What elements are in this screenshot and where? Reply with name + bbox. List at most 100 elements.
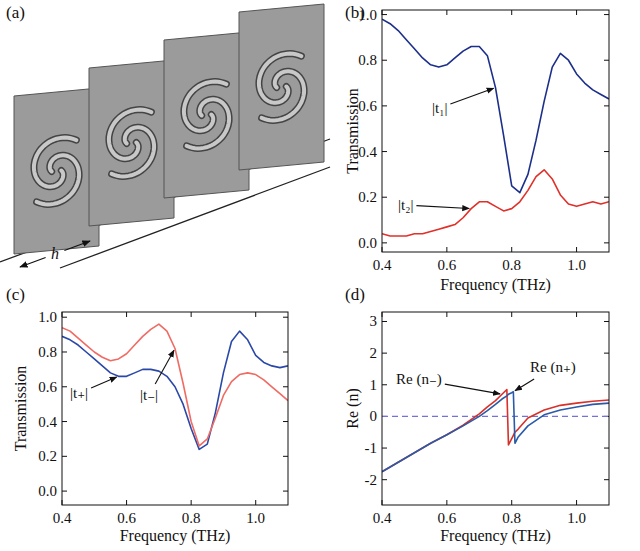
x-tick: [126, 500, 127, 505]
y-tick-label: 0.2: [358, 189, 377, 205]
x-tick-label: 0.4: [373, 510, 392, 526]
y-tick-right: [604, 479, 609, 480]
series-line: [382, 390, 609, 472]
y-tick: [382, 105, 387, 106]
chart-panel: (d)0.40.60.81.0-2-10123Frequency (THz)Re…: [344, 285, 610, 545]
figure: (a)h(b)0.40.60.81.00.00.20.40.60.81.0Fre…: [0, 0, 640, 551]
spacing-label: h: [51, 245, 59, 262]
x-tick-label: 1.0: [567, 257, 586, 273]
x-tick-label: 0.8: [502, 257, 521, 273]
y-tick-right: [604, 384, 609, 385]
y-tick-right: [604, 105, 609, 106]
y-tick: [62, 317, 67, 318]
x-tick: [191, 500, 192, 505]
x-tick-label: 0.8: [182, 510, 201, 526]
x-tick: [446, 247, 447, 252]
spiral-arm: [37, 155, 80, 204]
x-tick: [511, 247, 512, 252]
x-tick-top: [576, 10, 577, 15]
x-tick-label: 1.0: [567, 510, 586, 526]
x-tick-label: 0.6: [437, 257, 456, 273]
plot-area: [382, 390, 609, 472]
plot-area: [382, 19, 609, 236]
reference-line: [382, 416, 609, 417]
layer-plate: [89, 60, 174, 226]
y-tick-right: [604, 60, 609, 61]
y-tick-right: [604, 448, 609, 449]
layer-plate: [14, 88, 99, 254]
layer-plate: [239, 4, 324, 170]
spiral-arm: [112, 127, 155, 176]
y-tick: [62, 456, 67, 457]
y-tick: [382, 479, 387, 480]
plot-frame: [382, 312, 609, 505]
x-tick: [511, 500, 512, 505]
x-tick-label: 0.4: [53, 510, 72, 526]
x-tick: [446, 500, 447, 505]
x-tick-label: 0.6: [437, 510, 456, 526]
layer-plate: [164, 32, 249, 198]
chart-panel: (b)0.40.60.81.00.00.20.40.60.81.0Frequen…: [344, 3, 610, 294]
panel-label: (a): [6, 3, 25, 22]
y-tick: [382, 151, 387, 152]
spiral-arm-outline: [112, 127, 155, 176]
y-tick-right: [604, 353, 609, 354]
spiral-arm: [262, 71, 305, 120]
series-line: [382, 170, 609, 236]
series-label: |t₁|: [432, 100, 447, 116]
y-tick-label: 0.0: [38, 483, 57, 499]
spiral-arm-outline: [262, 71, 305, 120]
x-tick-top: [576, 312, 577, 317]
spiral-arm: [187, 99, 230, 148]
x-tick-top: [446, 10, 447, 15]
label-arrow: [515, 379, 534, 391]
y-tick-right: [604, 321, 609, 322]
y-tick-right: [283, 491, 288, 492]
x-tick-label: 0.4: [373, 257, 392, 273]
y-tick: [382, 197, 387, 198]
spiral-arm-outline: [187, 99, 230, 148]
label-arrow: [450, 88, 493, 104]
series-line: [62, 324, 288, 446]
y-tick: [62, 351, 67, 352]
y-tick-label: 0.6: [38, 379, 57, 395]
series-label: |t₂|: [398, 197, 413, 213]
y-tick-label: 2: [370, 345, 378, 361]
x-axis-title: Frequency (THz): [440, 527, 551, 545]
label-arrow: [155, 350, 174, 384]
x-axis-title: Frequency (THz): [440, 276, 551, 294]
y-tick-label: 0: [370, 408, 378, 424]
y-tick: [62, 421, 67, 422]
y-tick-label: 0.0: [358, 235, 377, 251]
panel-label: (c): [6, 285, 25, 304]
y-tick-label: 0.6: [358, 98, 377, 114]
y-tick-label: 1: [370, 377, 378, 393]
y-tick-right: [604, 151, 609, 152]
diagram: (a) h: [0, 3, 330, 268]
y-axis-title: Re (n): [344, 388, 362, 428]
x-tick-top: [126, 312, 127, 317]
y-tick-right: [283, 317, 288, 318]
y-tick-label: -1: [365, 440, 378, 456]
x-axis-title: Frequency (THz): [120, 527, 231, 545]
y-tick-label: -2: [365, 472, 378, 488]
y-tick-right: [283, 456, 288, 457]
y-tick: [382, 353, 387, 354]
y-tick-label: 1.0: [38, 309, 57, 325]
y-tick-right: [604, 242, 609, 243]
y-tick-right: [604, 14, 609, 15]
x-tick: [576, 247, 577, 252]
label-arrow: [445, 384, 500, 394]
series-line: [382, 19, 609, 193]
y-tick: [382, 14, 387, 15]
y-tick-right: [283, 421, 288, 422]
x-tick-label: 0.6: [117, 510, 136, 526]
y-axis-title: Transmission: [12, 366, 29, 452]
y-tick: [382, 384, 387, 385]
x-tick-top: [511, 10, 512, 15]
x-tick: [576, 500, 577, 505]
panel-label: (d): [345, 285, 365, 304]
x-tick-top: [191, 312, 192, 317]
y-tick: [62, 386, 67, 387]
y-tick-label: 0.4: [358, 144, 377, 160]
